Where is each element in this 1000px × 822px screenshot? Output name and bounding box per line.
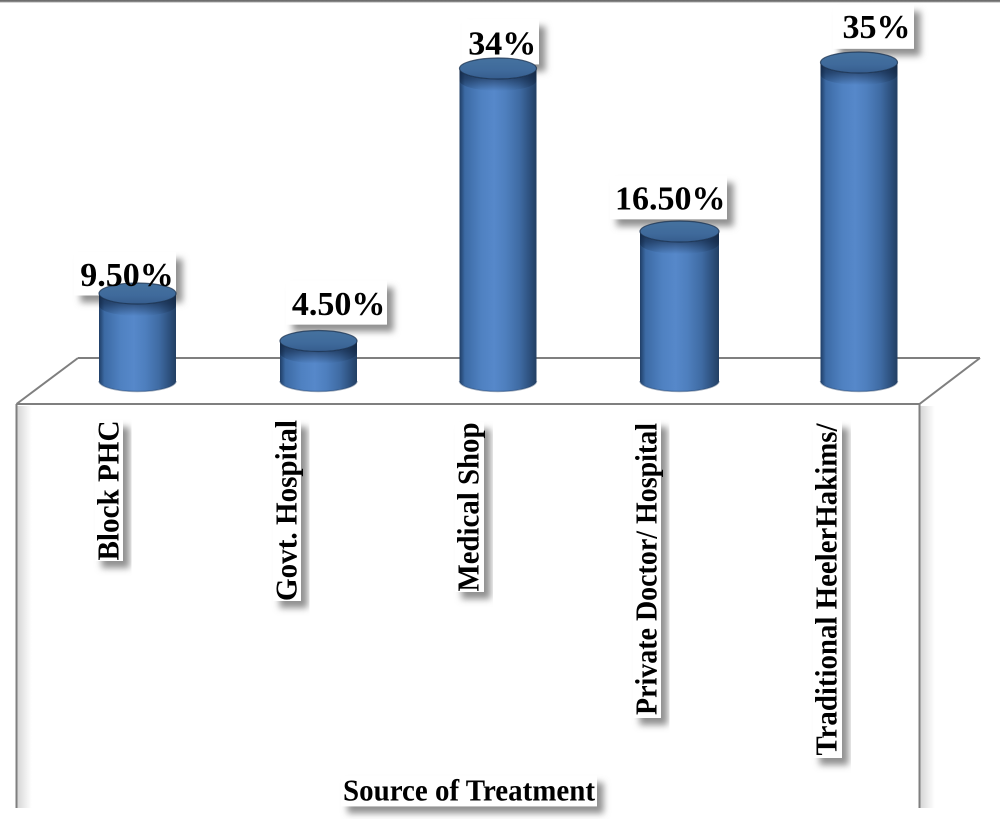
svg-text:Private Doctor/ Hospital: Private Doctor/ Hospital bbox=[630, 423, 664, 715]
svg-text:35%: 35% bbox=[843, 9, 911, 46]
svg-text:4.50%: 4.50% bbox=[292, 286, 386, 323]
svg-text:Medical Shop: Medical Shop bbox=[452, 423, 486, 592]
svg-text:34%: 34% bbox=[468, 26, 536, 63]
svg-text:16.50%: 16.50% bbox=[615, 181, 726, 218]
svg-text:Block PHC: Block PHC bbox=[92, 421, 126, 561]
svg-text:9.50%: 9.50% bbox=[80, 257, 174, 294]
svg-text:Traditional HeelerHakims/: Traditional HeelerHakims/ bbox=[810, 423, 844, 755]
svg-text:Source of Treatment: Source of Treatment bbox=[343, 774, 596, 808]
svg-text:Govt. Hospital: Govt. Hospital bbox=[270, 420, 304, 601]
